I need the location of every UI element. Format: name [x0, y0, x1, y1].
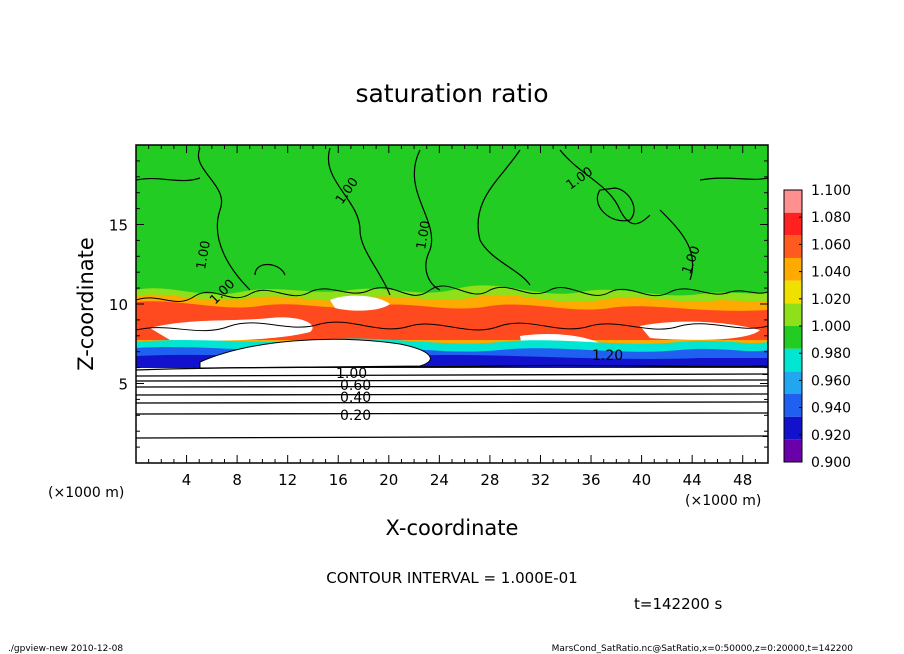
colorbar-label: 1.000 — [811, 319, 851, 335]
contour-label: 1.20 — [592, 348, 623, 364]
colorbar-swatch — [784, 235, 802, 258]
contour-lines-band — [136, 285, 768, 332]
x-tick-label: 36 — [581, 471, 600, 489]
y-tick-label: 15 — [109, 217, 128, 235]
colorbar-swatch — [784, 371, 802, 394]
patch-white-2 — [330, 295, 390, 311]
colorbar-swatch — [784, 348, 802, 372]
colorbar-label: 1.040 — [811, 265, 851, 281]
colorbar-swatch — [784, 280, 802, 304]
colorbar-label: 1.060 — [811, 237, 851, 253]
field-subsaturated — [136, 368, 768, 463]
patch-white-1 — [150, 317, 313, 341]
colorbar-swatch — [784, 212, 802, 236]
lens-white — [199, 338, 431, 369]
colorbar-label: 1.080 — [811, 210, 851, 226]
x-axis-ticks: 4 8 12 16 20 24 28 32 36 40 44 48 — [148, 145, 756, 489]
colorbar-swatch — [784, 394, 802, 417]
x-tick-label: 24 — [430, 471, 449, 489]
x-tick-label: 44 — [683, 471, 702, 489]
x-tick-label: 8 — [232, 471, 242, 489]
x-tick-label: 48 — [733, 471, 752, 489]
contour-lines-upper — [136, 147, 768, 296]
contour-interval-label: CONTOUR INTERVAL = 1.000E-01 — [326, 569, 577, 587]
plot-area: 1.00 1.00 1.00 1.00 1.00 1.00 1.00 0.60 … — [136, 145, 768, 463]
y-tick-label: 5 — [118, 376, 128, 394]
x-tick-label: 16 — [329, 471, 348, 489]
colorbar-swatch — [784, 190, 802, 213]
contour-label: 0.20 — [340, 408, 371, 424]
x-axis-label: X-coordinate — [386, 516, 519, 540]
x-tick-label: 4 — [182, 471, 192, 489]
colorbar-label: 0.980 — [811, 346, 851, 362]
y-axis-ticks: 5 10 15 — [109, 160, 768, 448]
x-unit-left: (×1000 m) — [48, 485, 124, 501]
x-tick-label: 40 — [632, 471, 651, 489]
contour-label: 1.00 — [194, 240, 214, 271]
footer-right: MarsCond_SatRatio.nc@SatRatio,x=0:50000,… — [552, 644, 854, 654]
colorbar — [784, 190, 802, 462]
contour-label: 1.00 — [414, 220, 434, 251]
colorbar-swatch — [784, 439, 802, 462]
time-label: t=142200 s — [634, 595, 722, 613]
colorbar-swatch — [784, 416, 802, 440]
colorbar-label: 1.020 — [811, 292, 851, 308]
contour-label: 0.60 — [340, 378, 371, 394]
colorbar-label: 0.900 — [811, 455, 851, 471]
chart-title: saturation ratio — [355, 79, 548, 108]
contour-label: 1.00 — [336, 366, 367, 382]
y-tick-label: 10 — [109, 296, 128, 314]
colorbar-swatch — [784, 326, 802, 349]
contour-label: 0.40 — [340, 390, 371, 406]
x-unit-right: (×1000 m) — [685, 493, 761, 509]
colorbar-label: 0.960 — [811, 373, 851, 389]
colorbar-label: 1.100 — [811, 183, 851, 199]
colorbar-labels: 0.900 0.920 0.940 0.960 0.980 1.000 1.020 1.040… — [799, 183, 851, 471]
x-tick-label: 28 — [480, 471, 499, 489]
x-tick-label: 20 — [379, 471, 398, 489]
colorbar-label: 0.920 — [811, 428, 851, 444]
colorbar-label: 0.940 — [811, 401, 851, 417]
footer-left: ./gpview-new 2010-12-08 — [8, 644, 123, 654]
y-axis-label: Z-coordinate — [74, 237, 98, 371]
colorbar-swatch — [784, 303, 802, 326]
colorbar-swatch — [784, 258, 802, 281]
x-tick-label: 32 — [531, 471, 550, 489]
contour-lines-lower — [136, 364, 768, 439]
x-tick-label: 12 — [278, 471, 297, 489]
